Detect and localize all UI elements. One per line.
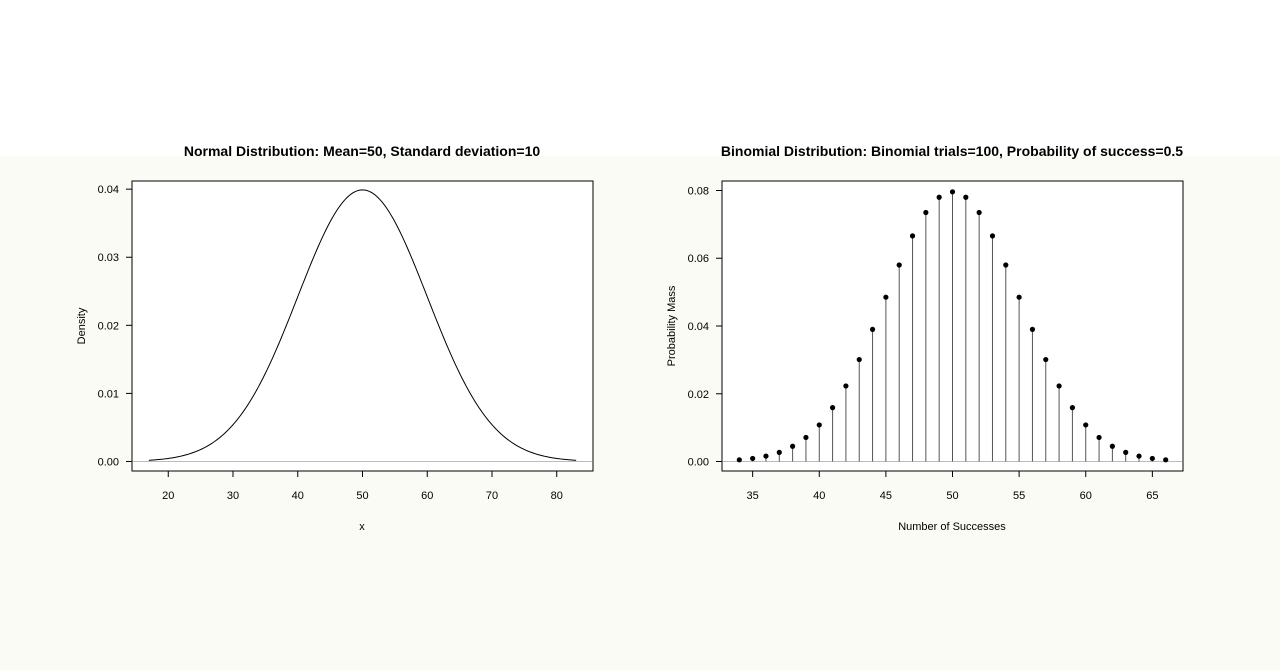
normal-chart-title: Normal Distribution: Mean=50, Standard d… (184, 143, 541, 159)
binomial-point (1043, 356, 1049, 363)
normal-plot-area (131, 180, 594, 472)
binomial-point (1016, 294, 1022, 300)
normal-x-axis-label: x (359, 521, 365, 533)
binomial-y-tick-label: 0.04 (688, 321, 709, 333)
binomial-y-axis: 0.00 0.02 0.04 0.06 0.08 (688, 185, 722, 469)
normal-x-tick-label: 40 (292, 490, 304, 502)
binomial-point (1056, 383, 1062, 389)
binomial-point (1003, 262, 1009, 268)
binomial-point (1163, 457, 1169, 463)
binomial-y-tick-label: 0.08 (688, 185, 709, 197)
binomial-point (949, 189, 956, 195)
background-band (0, 0, 1280, 156)
binomial-x-tick-label: 50 (946, 490, 958, 502)
binomial-x-axis: 35 40 45 50 55 60 65 (747, 471, 1158, 502)
binomial-point (763, 453, 769, 459)
binomial-y-axis-label: Probability Mass (666, 285, 678, 366)
binomial-x-tick-label: 35 (747, 490, 759, 502)
binomial-point (803, 434, 809, 441)
normal-x-axis: 20 30 40 50 60 70 80 (162, 471, 563, 502)
binomial-point (736, 457, 742, 463)
normal-x-tick-label: 70 (486, 490, 498, 502)
normal-y-axis-label: Density (76, 307, 88, 344)
binomial-point (829, 405, 836, 411)
binomial-y-tick-label: 0.06 (688, 253, 709, 265)
binomial-x-tick-label: 60 (1080, 490, 1092, 502)
normal-y-axis: 0.00 0.01 0.02 0.03 0.04 (98, 184, 132, 468)
binomial-point (1069, 405, 1076, 411)
binomial-x-tick-label: 65 (1146, 490, 1158, 502)
binomial-point (1083, 422, 1089, 428)
binomial-point (989, 233, 996, 239)
binomial-chart-title: Binomial Distribution: Binomial trials=1… (721, 143, 1183, 159)
binomial-point (816, 422, 822, 428)
binomial-x-tick-label: 55 (1013, 490, 1025, 502)
binomial-point (869, 326, 876, 332)
binomial-point (963, 194, 969, 200)
binomial-x-tick-label: 45 (880, 490, 892, 502)
normal-x-tick-label: 60 (421, 490, 433, 502)
binomial-point (923, 209, 929, 216)
normal-density-curve (148, 189, 577, 461)
binomial-point (976, 209, 982, 216)
binomial-point (883, 294, 889, 300)
normal-y-tick-label: 0.02 (98, 320, 119, 332)
binomial-marks (736, 189, 1169, 463)
binomial-point (843, 383, 849, 389)
binomial-point (790, 443, 796, 449)
binomial-point (896, 262, 902, 268)
normal-y-tick-label: 0.01 (98, 388, 119, 400)
normal-y-tick-label: 0.03 (98, 252, 119, 264)
binomial-point (750, 455, 756, 462)
normal-y-tick-label: 0.00 (98, 456, 119, 468)
binomial-point (909, 233, 916, 239)
binomial-x-axis-label: Number of Successes (898, 521, 1006, 533)
normal-x-tick-label: 50 (356, 490, 368, 502)
binomial-point (1123, 449, 1129, 455)
normal-x-tick-label: 20 (162, 490, 174, 502)
binomial-x-tick-label: 40 (813, 490, 825, 502)
normal-x-tick-label: 80 (551, 490, 563, 502)
binomial-point (1136, 453, 1142, 459)
binomial-point (936, 194, 942, 200)
binomial-point (776, 449, 782, 455)
normal-y-tick-label: 0.04 (98, 184, 119, 196)
normal-x-tick-label: 30 (227, 490, 239, 502)
normal-distribution-chart: Normal Distribution: Mean=50, Standard d… (76, 143, 594, 533)
binomial-point (1096, 434, 1102, 441)
binomial-distribution-chart: Binomial Distribution: Binomial trials=1… (666, 143, 1184, 533)
binomial-point (1029, 326, 1036, 332)
binomial-point (1109, 443, 1115, 449)
binomial-y-tick-label: 0.02 (688, 389, 709, 401)
binomial-point (1149, 455, 1155, 462)
binomial-point (856, 356, 862, 363)
binomial-y-tick-label: 0.00 (688, 457, 709, 469)
